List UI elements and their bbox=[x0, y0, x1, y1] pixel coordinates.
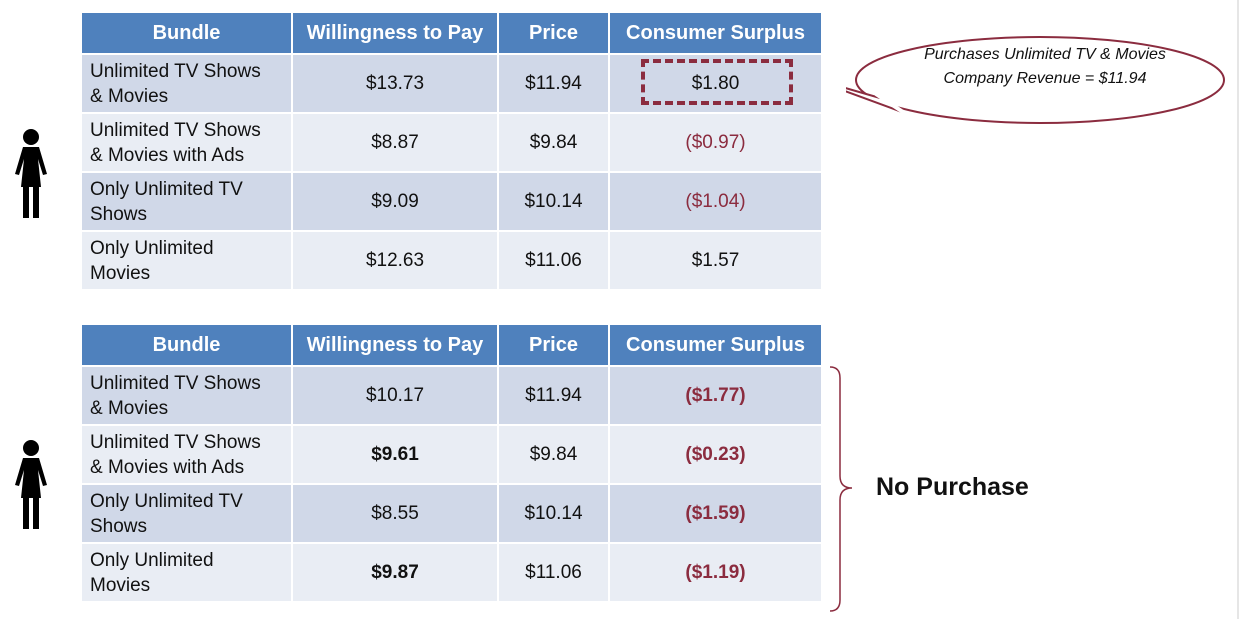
surplus-cell: ($1.59) bbox=[608, 483, 823, 544]
price-cell: $9.84 bbox=[497, 424, 610, 485]
surplus-highlight-box bbox=[641, 59, 793, 105]
price-cell: $10.14 bbox=[497, 483, 610, 544]
right-brace bbox=[829, 366, 853, 612]
no-purchase-label: No Purchase bbox=[876, 473, 1029, 501]
bundle-cell: Unlimited TV Shows & Movies bbox=[80, 365, 293, 426]
surplus-cell: ($1.19) bbox=[608, 542, 823, 603]
bundle-line: Only Unlimited bbox=[90, 549, 214, 571]
price-cell: $11.06 bbox=[497, 230, 610, 291]
table-header-row: Bundle Willingness to Pay Price Consumer… bbox=[80, 323, 823, 367]
table-row: Unlimited TV Shows & Movies with Ads $8.8… bbox=[80, 112, 823, 173]
surplus-cell: ($0.97) bbox=[608, 112, 823, 173]
wtp-cell: $13.73 bbox=[291, 53, 499, 114]
table-header-row: Bundle Willingness to Pay Price Consumer… bbox=[80, 11, 823, 55]
bundle-cell: Unlimited TV Shows & Movies bbox=[80, 53, 293, 114]
bundle-line: Unlimited TV Shows bbox=[90, 372, 261, 394]
bundle-cell: Unlimited TV Shows & Movies with Ads bbox=[80, 424, 293, 485]
person-icon bbox=[15, 440, 47, 529]
bundle-line: Movies bbox=[90, 574, 151, 596]
bundle-line: & Movies with Ads bbox=[90, 144, 245, 166]
surplus-cell: ($1.77) bbox=[608, 365, 823, 426]
surplus-cell: ($0.23) bbox=[608, 424, 823, 485]
header-price: Price bbox=[497, 11, 610, 55]
header-consumer-surplus: Consumer Surplus bbox=[608, 11, 823, 55]
bundle-line: & Movies with Ads bbox=[90, 456, 245, 478]
header-bundle: Bundle bbox=[80, 323, 293, 367]
bundle-cell: Only Unlimited TV Shows bbox=[80, 483, 293, 544]
wtp-cell: $8.87 bbox=[291, 112, 499, 173]
header-willingness-to-pay: Willingness to Pay bbox=[291, 323, 499, 367]
bundle-line: & Movies bbox=[90, 397, 169, 419]
table-row: Unlimited TV Shows & Movies $10.17 $11.94… bbox=[80, 365, 823, 426]
price-cell: $9.84 bbox=[497, 112, 610, 173]
bundle-line: Unlimited TV Shows bbox=[90, 60, 261, 82]
price-cell: $11.94 bbox=[497, 53, 610, 114]
bundle-line: Only Unlimited TV bbox=[90, 490, 243, 512]
wtp-cell: $10.17 bbox=[291, 365, 499, 426]
table-row: Only Unlimited Movies $12.63 $11.06 $1.57 bbox=[80, 230, 823, 291]
bundle-cell: Only Unlimited TV Shows bbox=[80, 171, 293, 232]
header-consumer-surplus: Consumer Surplus bbox=[608, 323, 823, 367]
price-cell: $11.06 bbox=[497, 542, 610, 603]
bundle-cell: Only Unlimited Movies bbox=[80, 230, 293, 291]
bundle-line: Movies bbox=[90, 262, 151, 284]
wtp-cell: $9.87 bbox=[291, 542, 499, 603]
bundle-line: Shows bbox=[90, 515, 148, 537]
table-row: Only Unlimited Movies $9.87 $11.06 ($1.19… bbox=[80, 542, 823, 603]
callout-bubble bbox=[846, 36, 1225, 124]
wtp-cell: $12.63 bbox=[291, 230, 499, 291]
bundle-line: Only Unlimited TV bbox=[90, 178, 243, 200]
bundle-line: & Movies bbox=[90, 85, 169, 107]
header-bundle: Bundle bbox=[80, 11, 293, 55]
table-row: Unlimited TV Shows & Movies with Ads $9.6… bbox=[80, 424, 823, 485]
price-cell: $11.94 bbox=[497, 365, 610, 426]
bundle-cell: Unlimited TV Shows & Movies with Ads bbox=[80, 112, 293, 173]
wtp-cell: $9.09 bbox=[291, 171, 499, 232]
consumer-1-table: Bundle Willingness to Pay Price Consumer… bbox=[80, 11, 823, 291]
bundle-line: Only Unlimited bbox=[90, 237, 214, 259]
price-cell: $10.14 bbox=[497, 171, 610, 232]
table-row: Only Unlimited TV Shows $9.09 $10.14 ($1.… bbox=[80, 171, 823, 232]
bundle-cell: Only Unlimited Movies bbox=[80, 542, 293, 603]
divider bbox=[1237, 0, 1239, 619]
header-willingness-to-pay: Willingness to Pay bbox=[291, 11, 499, 55]
callout-text: Purchases Unlimited TV & Movies Company … bbox=[880, 43, 1210, 91]
bundle-line: Unlimited TV Shows bbox=[90, 431, 261, 453]
surplus-cell: ($1.04) bbox=[608, 171, 823, 232]
bundle-line: Shows bbox=[90, 203, 148, 225]
wtp-cell: $9.61 bbox=[291, 424, 499, 485]
header-price: Price bbox=[497, 323, 610, 367]
table-row: Only Unlimited TV Shows $8.55 $10.14 ($1.… bbox=[80, 483, 823, 544]
consumer-2-table: Bundle Willingness to Pay Price Consumer… bbox=[80, 323, 823, 603]
bundle-line: Unlimited TV Shows bbox=[90, 119, 261, 141]
callout-line: Company Revenue = $11.94 bbox=[943, 70, 1147, 87]
surplus-cell: $1.57 bbox=[608, 230, 823, 291]
callout-line: Purchases Unlimited TV & Movies bbox=[924, 46, 1166, 63]
person-icon bbox=[15, 129, 47, 218]
wtp-cell: $8.55 bbox=[291, 483, 499, 544]
